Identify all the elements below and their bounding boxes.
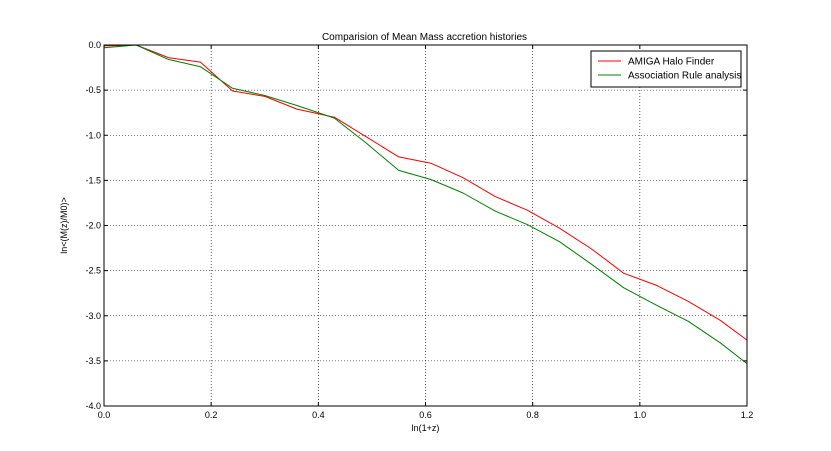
series-layer <box>103 44 748 364</box>
y-tick-label: 0.0 <box>88 40 101 50</box>
x-axis-label: ln(1+z) <box>412 423 440 433</box>
y-axis-label: ln<(M(z)/M0)> <box>59 197 69 254</box>
y-tick-label: -1.5 <box>85 175 101 185</box>
x-tick-label: 0.2 <box>205 410 218 420</box>
x-tick-label: 0.8 <box>526 410 539 420</box>
x-tick-label: 0.4 <box>312 410 325 420</box>
x-tick-label: 1.0 <box>634 410 647 420</box>
legend-label-amiga: AMIGA Halo Finder <box>628 57 715 68</box>
x-tick-label: 1.2 <box>741 410 754 420</box>
x-tick-labels: 0.0 0.2 0.4 0.6 0.8 1.0 1.2 <box>98 410 754 420</box>
x-tick-label: 0.0 <box>98 410 111 420</box>
y-tick-label: -1.0 <box>85 130 101 140</box>
y-tick-label: -4.0 <box>85 401 101 411</box>
y-tick-label: -0.5 <box>85 85 101 95</box>
y-tick-label: -2.5 <box>85 266 101 276</box>
y-tick-label: -2.0 <box>85 221 101 231</box>
ticks <box>103 44 748 407</box>
legend-label-association: Association Rule analysis <box>628 71 741 82</box>
grid <box>104 45 747 406</box>
y-tick-label: -3.0 <box>85 311 101 321</box>
legend: AMIGA Halo Finder Association Rule analy… <box>590 50 742 88</box>
legend-box <box>590 50 742 88</box>
y-tick-label: -3.5 <box>85 356 101 366</box>
x-tick-label: 0.6 <box>419 410 432 420</box>
y-tick-labels: 0.0 -0.5 -1.0 -1.5 -2.0 -2.5 -3.0 -3.5 -4.0 <box>85 40 101 411</box>
series-line-amiga-halo-finder <box>103 44 748 341</box>
chart-title: Comparision of Mean Mass accretion histo… <box>322 32 527 43</box>
series-line-association-rule-analysis <box>103 44 748 364</box>
